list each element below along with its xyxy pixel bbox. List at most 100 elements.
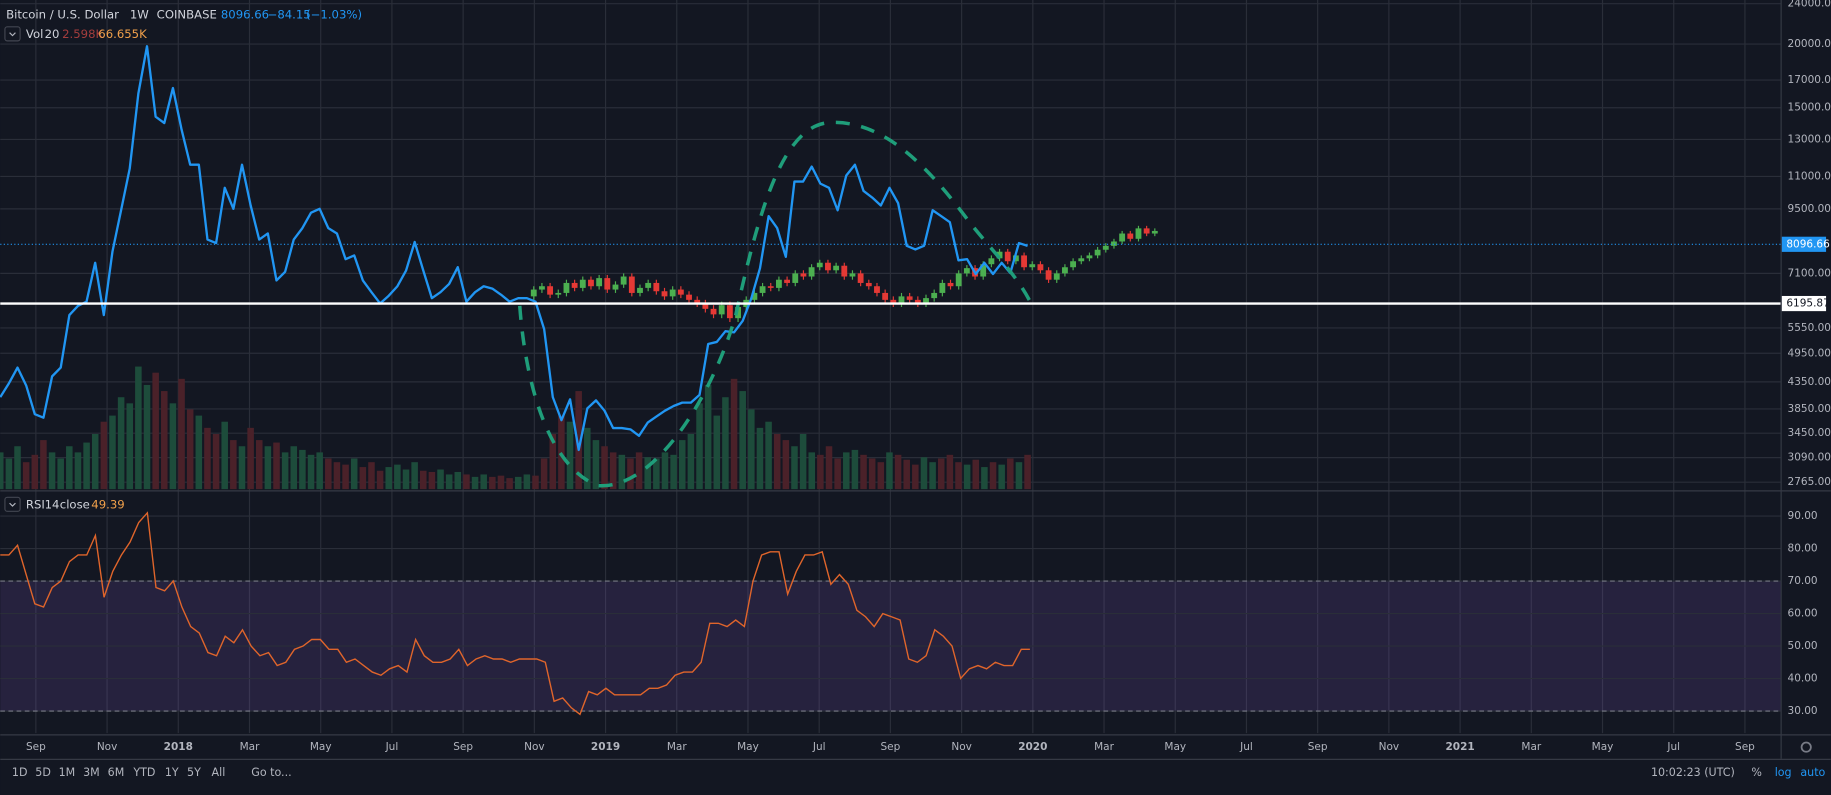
- volume-bar: [635, 452, 643, 490]
- candle-body: [1094, 249, 1101, 256]
- candle-body: [825, 262, 831, 271]
- dashed-arc-drawing: [518, 120, 1032, 488]
- chevron-icon: [9, 32, 16, 37]
- x-tick-label: Mar: [240, 741, 260, 753]
- candle-body: [800, 273, 807, 277]
- x-tick-label: 2019: [591, 741, 620, 753]
- volume-bar: [523, 474, 531, 490]
- bottom-toolbar: Go to... 10:02:23 (UTC) % log auto 1D 5D 1…: [12, 766, 1826, 779]
- volume-bar: [480, 474, 487, 490]
- range-button[interactable]: 5D: [35, 766, 51, 779]
- range-button[interactable]: 1Y: [165, 766, 179, 779]
- main-layer: [0, 45, 1781, 716]
- x-tick-label: May: [1164, 741, 1186, 753]
- candle-body: [1151, 230, 1158, 234]
- price-change-percent: (−1.03%): [306, 8, 362, 22]
- volume-bar: [342, 464, 349, 490]
- candle-body: [718, 305, 725, 315]
- candle-body: [596, 278, 603, 287]
- log-toggle[interactable]: log: [1775, 766, 1792, 779]
- candle-body: [931, 292, 938, 299]
- range-button[interactable]: 3M: [83, 766, 100, 779]
- candle-body: [775, 279, 782, 288]
- volume-bar: [618, 454, 626, 490]
- candle-body: [857, 273, 864, 283]
- volume-bar: [903, 459, 910, 490]
- volume-bar: [687, 433, 695, 490]
- volume-bar: [670, 454, 677, 490]
- percent-toggle[interactable]: %: [1751, 766, 1762, 779]
- range-button[interactable]: 1M: [59, 766, 76, 779]
- x-tick-label: Sep: [453, 741, 473, 753]
- x-tick-label: 2018: [164, 741, 193, 753]
- volume-bar: [825, 446, 833, 490]
- collapse-button[interactable]: [4, 496, 21, 512]
- volume-bar: [161, 391, 168, 490]
- range-button[interactable]: YTD: [132, 766, 155, 779]
- volume-bar: [186, 409, 194, 490]
- overlay-layer: 8096.66 6195.87: [0, 236, 1830, 312]
- y-tick-label: 3850.00: [1788, 403, 1831, 415]
- candle-body: [980, 264, 987, 277]
- volume-bar: [212, 433, 220, 490]
- volume-bar: [704, 384, 712, 490]
- candle-body: [579, 279, 586, 288]
- candle-body: [669, 289, 676, 297]
- volume-bar: [420, 470, 427, 490]
- volume-bar: [471, 476, 479, 490]
- y-tick-label: 2765.00: [1788, 476, 1831, 488]
- volume-bar: [730, 378, 738, 490]
- volume-bar: [937, 458, 945, 490]
- candle-body: [963, 268, 970, 274]
- volume-bar: [333, 462, 341, 490]
- range-button[interactable]: 1D: [12, 766, 28, 779]
- range-button[interactable]: 6M: [108, 766, 125, 779]
- volume-bar: [290, 446, 298, 490]
- price-level-label-box: [1781, 236, 1827, 252]
- settings-icon[interactable]: [1800, 741, 1812, 753]
- volume-bar: [91, 433, 99, 490]
- range-button[interactable]: All: [212, 766, 226, 779]
- candle-body: [1053, 273, 1060, 280]
- volume-bar: [713, 415, 721, 490]
- y-tick-label: 90.00: [1788, 510, 1818, 522]
- volume-bar: [592, 440, 600, 490]
- volume-bar: [428, 471, 436, 490]
- candle-body: [784, 279, 791, 283]
- volume-bar: [946, 454, 954, 490]
- volume-length: 20: [45, 27, 60, 41]
- volume-bar: [454, 471, 462, 490]
- x-tick-label: Sep: [881, 741, 901, 753]
- price-change: −84.15: [268, 8, 311, 22]
- volume-bar: [834, 458, 841, 490]
- volume-bar: [368, 462, 375, 490]
- collapse-button[interactable]: [4, 26, 21, 42]
- volume-bar: [437, 469, 444, 490]
- range-button[interactable]: 5Y: [187, 766, 201, 779]
- volume-bar: [1007, 458, 1014, 490]
- volume-bar: [316, 452, 323, 490]
- candle-body: [547, 286, 554, 295]
- candle-body: [955, 273, 962, 287]
- x-tick-label: 2020: [1018, 741, 1047, 753]
- volume-bar: [255, 440, 263, 490]
- volume-bar: [83, 442, 90, 490]
- y-tick-label: 50.00: [1788, 640, 1818, 652]
- exchange: COINBASE: [157, 8, 217, 22]
- candle-body: [890, 299, 897, 304]
- candle-body: [1143, 228, 1150, 234]
- auto-toggle[interactable]: auto: [1800, 766, 1825, 779]
- x-tick-label: May: [1592, 741, 1614, 753]
- volume-ma-value: 66.655K: [98, 27, 147, 41]
- candle-body: [530, 289, 537, 297]
- volume-bar: [808, 452, 816, 490]
- candle-body: [996, 251, 1003, 259]
- rsi-length: 14: [45, 497, 60, 511]
- goto-button[interactable]: Go to...: [251, 766, 291, 779]
- volume-bar: [411, 462, 418, 490]
- volume-bar: [912, 464, 919, 490]
- candle-body: [1004, 251, 1011, 262]
- volume-bar: [609, 452, 617, 490]
- volume-bar: [221, 421, 228, 490]
